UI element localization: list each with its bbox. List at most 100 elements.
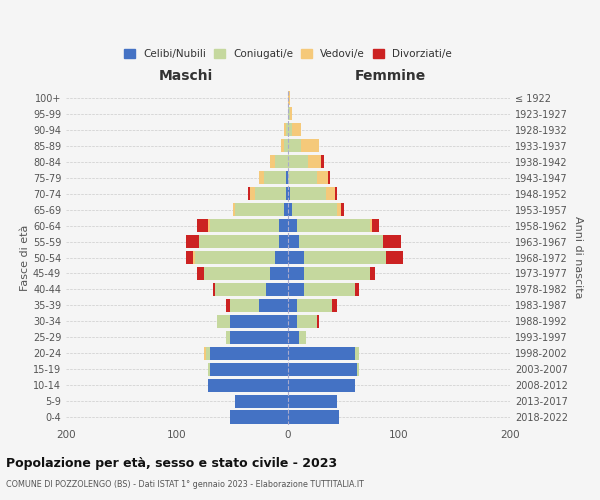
Bar (304, 283, 355, 296)
Bar (373, 219, 379, 232)
Bar (308, 155, 322, 168)
Bar (304, 267, 370, 280)
Bar (211, 362, 288, 376)
Bar (299, 235, 383, 248)
Bar (386, 251, 403, 264)
Bar (199, 235, 279, 248)
Bar (288, 219, 297, 232)
Bar (288, 283, 304, 296)
Bar (186, 235, 199, 248)
Bar (279, 235, 288, 248)
Bar (193, 251, 195, 264)
Bar (288, 203, 292, 216)
Bar (215, 283, 266, 296)
Bar (233, 203, 235, 216)
Bar (270, 267, 288, 280)
Y-axis label: Fasce di età: Fasce di età (20, 224, 30, 290)
Bar (288, 315, 297, 328)
Bar (203, 346, 206, 360)
Bar (288, 378, 355, 392)
Bar (254, 187, 286, 200)
Bar (355, 283, 359, 296)
Bar (332, 299, 337, 312)
Bar (211, 346, 288, 360)
Bar (288, 251, 304, 264)
Bar (288, 187, 290, 200)
Bar (211, 219, 279, 232)
Bar (383, 235, 401, 248)
Bar (337, 203, 341, 216)
Text: Popolazione per età, sesso e stato civile - 2023: Popolazione per età, sesso e stato civil… (6, 458, 337, 470)
Bar (288, 267, 304, 280)
Bar (299, 330, 306, 344)
Bar (259, 299, 288, 312)
Bar (292, 124, 301, 136)
Bar (288, 92, 290, 104)
Bar (226, 299, 230, 312)
Bar (208, 362, 211, 376)
Bar (230, 315, 288, 328)
Bar (263, 171, 286, 184)
Bar (212, 283, 215, 296)
Bar (226, 330, 230, 344)
Bar (286, 171, 288, 184)
Bar (292, 203, 337, 216)
Bar (288, 235, 299, 248)
Bar (288, 362, 357, 376)
Bar (250, 187, 254, 200)
Bar (317, 315, 319, 328)
Bar (248, 187, 250, 200)
Bar (217, 315, 230, 328)
Bar (288, 155, 308, 168)
Bar (335, 187, 337, 200)
Bar (288, 171, 317, 184)
Bar (355, 346, 359, 360)
Bar (281, 140, 284, 152)
Bar (290, 187, 326, 200)
Bar (341, 203, 343, 216)
Bar (197, 219, 208, 232)
Bar (322, 155, 323, 168)
Bar (230, 299, 259, 312)
Bar (206, 346, 211, 360)
Bar (288, 140, 301, 152)
Bar (290, 108, 292, 120)
Bar (286, 124, 288, 136)
Bar (186, 251, 193, 264)
Bar (288, 108, 290, 120)
Bar (275, 155, 288, 168)
Bar (275, 251, 288, 264)
Bar (288, 346, 355, 360)
Bar (370, 267, 374, 280)
Bar (297, 219, 370, 232)
Bar (284, 124, 286, 136)
Bar (195, 251, 275, 264)
Bar (288, 410, 339, 424)
Bar (270, 155, 275, 168)
Bar (328, 171, 330, 184)
Text: Femmine: Femmine (355, 70, 426, 84)
Text: COMUNE DI POZZOLENGO (BS) - Dati ISTAT 1° gennaio 2023 - Elaborazione TUTTITALIA: COMUNE DI POZZOLENGO (BS) - Dati ISTAT 1… (6, 480, 364, 489)
Bar (357, 362, 359, 376)
Bar (235, 203, 284, 216)
Bar (197, 267, 203, 280)
Bar (297, 315, 317, 328)
Bar (286, 187, 288, 200)
Text: Maschi: Maschi (159, 70, 213, 84)
Legend: Celibi/Nubili, Coniugati/e, Vedovi/e, Divorziati/e: Celibi/Nubili, Coniugati/e, Vedovi/e, Di… (120, 45, 456, 64)
Bar (279, 219, 288, 232)
Bar (301, 140, 319, 152)
Bar (230, 330, 288, 344)
Bar (317, 171, 328, 184)
Bar (203, 267, 270, 280)
Bar (370, 219, 373, 232)
Bar (288, 330, 299, 344)
Bar (326, 187, 335, 200)
Bar (208, 219, 211, 232)
Bar (297, 299, 332, 312)
Bar (235, 394, 288, 407)
Bar (288, 394, 337, 407)
Y-axis label: Anni di nascita: Anni di nascita (574, 216, 583, 298)
Bar (266, 283, 288, 296)
Bar (288, 124, 292, 136)
